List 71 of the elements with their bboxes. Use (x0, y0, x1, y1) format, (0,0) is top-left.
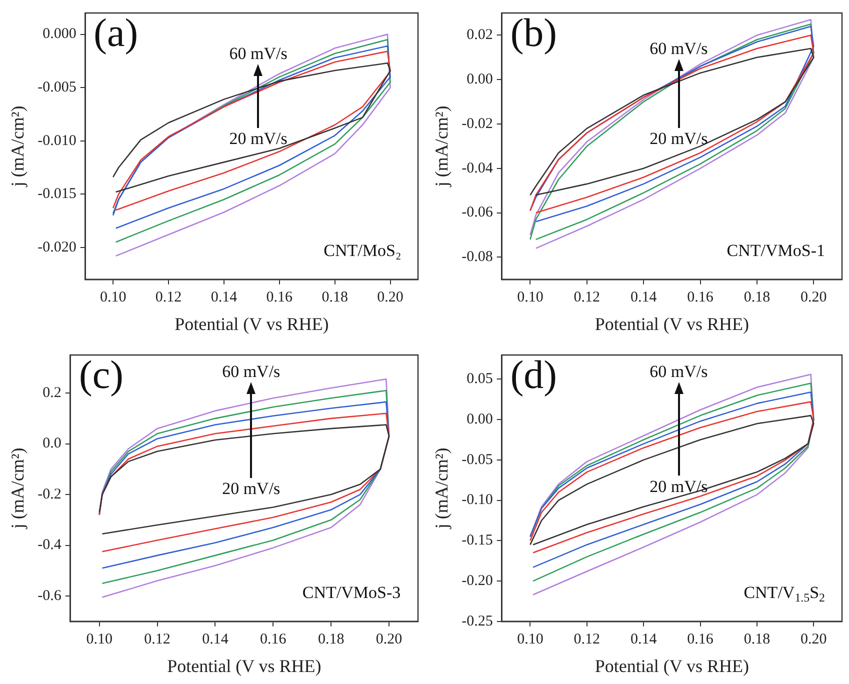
annotation: (c) (79, 352, 124, 397)
x-axis-title: Potential (V vs RHE) (174, 314, 329, 334)
y-tick-label: 0.2 (42, 384, 62, 401)
annotation: CNT/VMoS-3 (302, 583, 401, 602)
y-tick-label: -0.15 (462, 532, 493, 549)
x-tick-label: 0.14 (210, 289, 238, 306)
x-tick-label: 0.10 (100, 289, 126, 306)
x-tick-label: 0.20 (376, 631, 402, 648)
x-tick-label: 0.18 (322, 289, 348, 306)
y-axis-title: j (mA/cm²) (8, 106, 28, 188)
x-axis-title: Potential (V vs RHE) (594, 314, 750, 334)
annotation: 60 mV/s (229, 44, 288, 63)
x-tick-label: 0.16 (687, 631, 714, 648)
annotation: CNT/MoS₂ (324, 241, 402, 260)
x-tick-label: 0.16 (266, 289, 294, 306)
y-tick-label: -0.2 (38, 486, 62, 502)
y-tick-label: -0.010 (38, 132, 76, 149)
x-tick-label: 0.16 (687, 289, 714, 306)
x-tick-label: 0.12 (155, 289, 182, 306)
annotation: (b) (510, 10, 557, 55)
x-tick-label: 0.18 (744, 631, 770, 648)
y-tick-label: 0.00 (466, 72, 493, 88)
annotation: 60 mV/s (650, 38, 708, 58)
annotation: 20 mV/s (222, 479, 280, 498)
y-tick-label: -0.015 (38, 186, 76, 202)
annotation: (a) (94, 10, 138, 55)
x-tick-label: 0.12 (574, 631, 600, 648)
y-tick-label: 0.05 (466, 371, 493, 388)
annotation: 60 mV/s (650, 362, 708, 381)
x-tick-label: 0.18 (318, 631, 344, 648)
x-tick-label: 0.10 (86, 631, 112, 648)
x-tick-label: 0.12 (574, 289, 600, 306)
x-tick-label: 0.14 (202, 631, 229, 648)
annotation: 20 mV/s (650, 476, 708, 496)
y-tick-label: -0.04 (462, 160, 494, 176)
annotation: CNT/VMoS-1 (726, 241, 825, 260)
x-tick-label: 0.20 (800, 289, 827, 306)
y-axis-title: j (mA/cm²) (432, 448, 452, 530)
y-tick-label: -0.10 (462, 492, 493, 508)
y-tick-label: 0.02 (466, 27, 493, 44)
y-tick-label: -0.05 (462, 452, 493, 468)
x-tick-label: 0.16 (260, 631, 287, 648)
y-tick-label: -0.005 (38, 80, 76, 96)
annotation: 60 mV/s (222, 362, 280, 381)
annotation: (d) (510, 352, 557, 397)
x-tick-label: 0.10 (517, 631, 544, 648)
x-axis-title: Potential (V vs RHE) (167, 656, 322, 676)
x-tick-label: 0.18 (744, 289, 770, 306)
y-tick-label: -0.06 (462, 204, 494, 221)
y-axis-title: j (mA/cm²) (432, 106, 452, 188)
x-axis-title: Potential (V vs RHE) (594, 656, 750, 676)
y-tick-label: -0.020 (38, 239, 76, 256)
annotation: 20 mV/s (229, 129, 288, 148)
x-tick-label: 0.20 (377, 289, 404, 306)
y-tick-label: 0.00 (466, 412, 493, 428)
x-tick-label: 0.12 (144, 631, 170, 648)
x-tick-label: 0.20 (800, 631, 827, 648)
y-tick-label: -0.25 (462, 613, 493, 630)
x-tick-label: 0.14 (630, 631, 658, 648)
y-tick-label: -0.02 (462, 116, 493, 132)
y-tick-label: 0.000 (42, 26, 76, 42)
annotation: CNT/V$_{1.5}$S$_{2}$ (744, 583, 825, 605)
y-axis-title: j (mA/cm²) (8, 448, 28, 530)
y-tick-label: -0.08 (462, 249, 493, 266)
x-tick-label: 0.14 (630, 289, 658, 306)
annotation: 20 mV/s (650, 129, 708, 148)
y-tick-label: -0.4 (38, 537, 62, 554)
y-tick-label: -0.20 (462, 572, 493, 589)
x-tick-label: 0.10 (517, 289, 544, 306)
y-tick-label: 0.0 (42, 436, 62, 452)
y-tick-label: -0.6 (38, 588, 62, 604)
